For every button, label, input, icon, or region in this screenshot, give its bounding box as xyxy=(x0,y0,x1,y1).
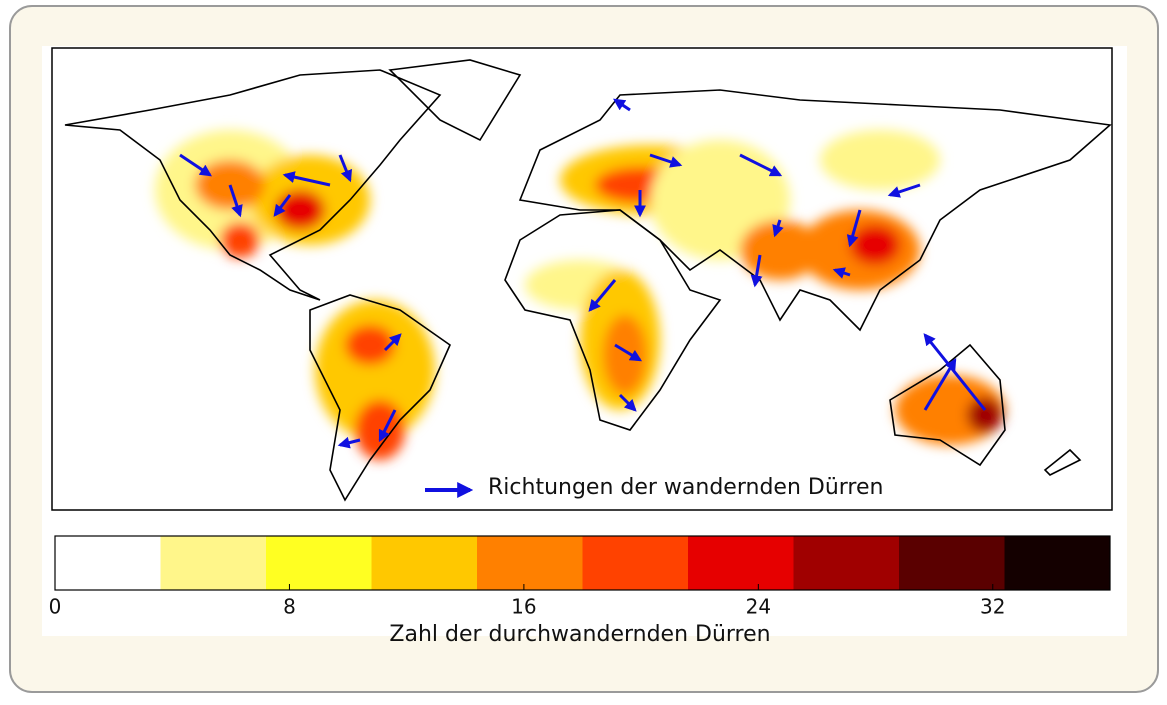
colorbar-bin xyxy=(582,536,689,590)
colorbar-tick-label: 32 xyxy=(980,595,1005,619)
colorbar-bin xyxy=(793,536,900,590)
colorbar-bin xyxy=(477,536,583,590)
colorbar-tick-label: 8 xyxy=(283,595,296,619)
colorbar-bin xyxy=(688,536,794,590)
arrow-legend-label: Richtungen der wandernden Dürren xyxy=(488,475,883,500)
colorbar-tick-label: 0 xyxy=(49,595,62,619)
coastlines xyxy=(64,59,1112,502)
drought-arrows xyxy=(179,98,987,449)
colorbar-bin xyxy=(899,536,1005,590)
colorbar-bin xyxy=(266,536,372,590)
colorbar-outline xyxy=(54,535,1111,591)
colorbar-tick-label: 24 xyxy=(746,595,771,619)
colorbar-bin xyxy=(371,536,478,590)
colorbar-bin xyxy=(55,536,161,590)
colorbar-bin xyxy=(160,536,267,590)
colorbar: 0 8 16 24 32 xyxy=(49,535,1111,619)
colorbar-bin xyxy=(1004,536,1111,590)
colorbar-tick-label: 16 xyxy=(511,595,536,619)
colorbar-label: Zahl der durchwandernden Dürren xyxy=(389,622,770,647)
map xyxy=(64,59,1112,502)
